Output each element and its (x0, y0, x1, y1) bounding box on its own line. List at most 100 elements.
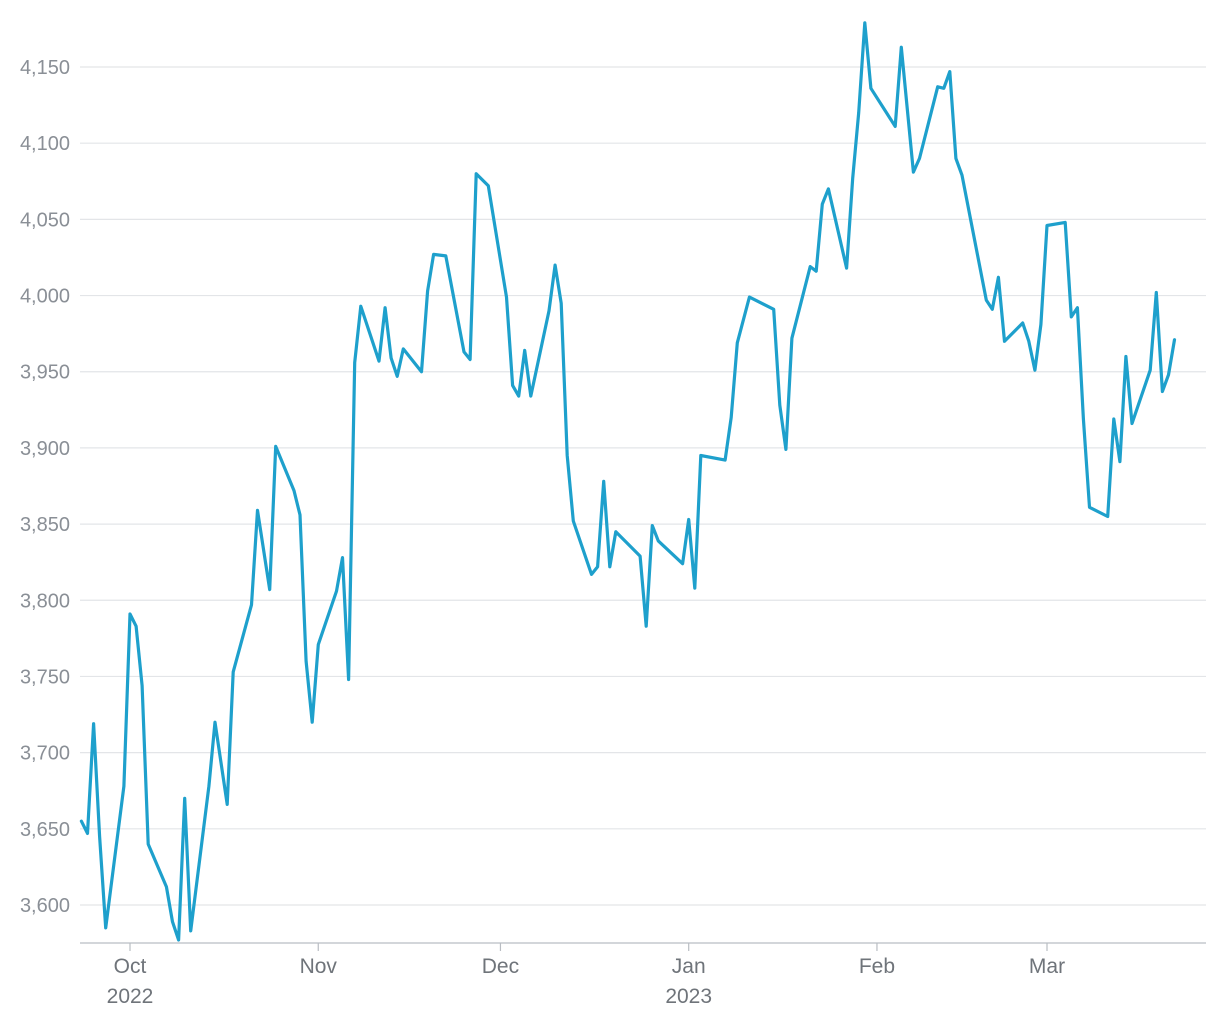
data-point (432, 252, 436, 256)
data-point (559, 301, 563, 305)
series-line-0 (79, 21, 1177, 942)
data-point (699, 454, 703, 458)
data-point (335, 589, 339, 593)
data-point (426, 289, 430, 293)
data-point (1033, 368, 1037, 372)
data-point (462, 350, 466, 354)
data-point (820, 202, 824, 206)
data-point (984, 298, 988, 302)
data-point (213, 720, 217, 724)
data-point (140, 684, 144, 688)
data-point (517, 394, 521, 398)
data-point (420, 370, 424, 374)
data-point (274, 444, 278, 448)
data-point (869, 86, 873, 90)
data-point (389, 356, 393, 360)
x-tick-label: Jan (672, 955, 706, 978)
data-point (207, 784, 211, 788)
data-point (86, 831, 90, 835)
data-point (954, 156, 958, 160)
y-tick-label: 4,150 (20, 57, 70, 79)
data-point (1173, 338, 1177, 342)
x-tick-year-label: 2022 (107, 985, 154, 1008)
data-point (650, 524, 654, 528)
gridlines (80, 66, 1206, 906)
data-point (1063, 220, 1067, 224)
data-point (687, 518, 691, 522)
data-point (1045, 224, 1049, 228)
data-point (990, 307, 994, 311)
y-tick-label: 3,900 (20, 438, 70, 460)
y-tick-label: 3,950 (20, 362, 70, 384)
data-point (146, 842, 150, 846)
data-point (778, 403, 782, 407)
data-point (298, 513, 302, 517)
data-point (341, 556, 345, 560)
data-point (681, 562, 685, 566)
data-point (128, 612, 132, 616)
data-point (644, 624, 648, 628)
data-point (723, 458, 727, 462)
data-point (468, 358, 472, 362)
data-point (444, 254, 448, 258)
data-point (735, 341, 739, 345)
data-point (1003, 339, 1007, 343)
data-point (590, 572, 594, 576)
data-point (1130, 422, 1134, 426)
data-point (231, 670, 235, 674)
data-point (772, 307, 776, 311)
data-point (250, 603, 254, 607)
data-point (183, 796, 187, 800)
data-point (996, 275, 1000, 279)
data-point (304, 659, 308, 663)
data-point (729, 415, 733, 419)
data-point (784, 447, 788, 451)
data-point (826, 187, 830, 191)
data-point (899, 45, 903, 49)
y-tick-label: 3,850 (20, 514, 70, 536)
data-point (656, 539, 660, 543)
data-point (505, 295, 509, 299)
y-tick-label: 3,800 (20, 590, 70, 612)
series-points-0 (79, 21, 1176, 942)
data-point (808, 265, 812, 269)
data-point (863, 21, 867, 25)
data-point (857, 111, 861, 115)
data-point (948, 70, 952, 74)
data-point (1124, 355, 1128, 359)
data-point (814, 269, 818, 273)
data-point (316, 643, 320, 647)
data-point (614, 530, 618, 534)
data-point (347, 678, 351, 682)
data-point (845, 266, 849, 270)
data-point (1112, 417, 1116, 421)
data-point (1148, 368, 1152, 372)
data-point (377, 359, 381, 363)
x-tick-label: Mar (1029, 955, 1065, 978)
data-point (122, 784, 126, 788)
x-tick-label: Oct (114, 955, 147, 978)
data-point (911, 170, 915, 174)
data-point (936, 85, 940, 89)
y-tick-label: 3,600 (20, 895, 70, 917)
data-point (353, 361, 357, 365)
data-point (942, 86, 946, 90)
data-point (401, 347, 405, 351)
data-point (602, 479, 606, 483)
x-tick-label: Feb (859, 955, 895, 978)
data-point (1069, 315, 1073, 319)
data-point (1106, 515, 1110, 519)
data-point (511, 383, 515, 387)
data-point (523, 348, 527, 352)
x-tick-label: Dec (482, 955, 519, 978)
data-point (98, 834, 102, 838)
data-point (918, 156, 922, 160)
x-tick-label: Nov (300, 955, 338, 978)
data-point (79, 819, 83, 823)
data-point (547, 309, 551, 313)
data-point (893, 124, 897, 128)
data-point (608, 565, 612, 569)
data-point (92, 722, 96, 726)
data-point (553, 263, 557, 267)
